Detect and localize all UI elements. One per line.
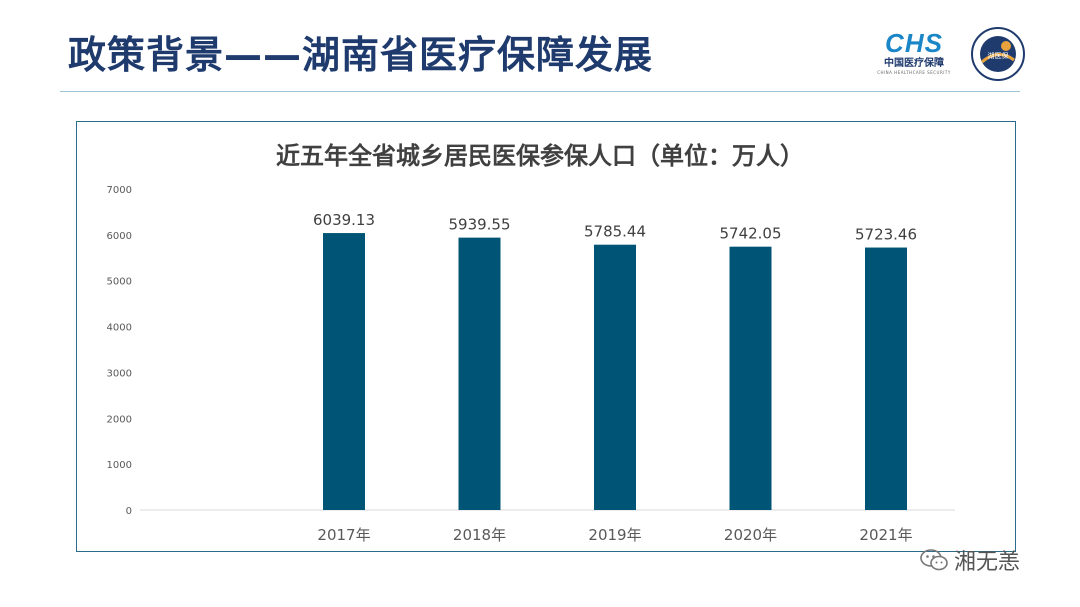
y-tick-label: 2000	[107, 414, 132, 425]
medical-security-seal-logo: 湖医保	[970, 26, 1026, 82]
x-tick-label: 2017年	[317, 526, 370, 544]
y-tick-label: 5000	[107, 277, 132, 288]
x-tick-label: 2019年	[588, 526, 641, 544]
x-tick-label: 2020年	[724, 526, 777, 544]
bar	[458, 237, 501, 510]
page-title: 政策背景——湖南省医疗保障发展	[68, 33, 654, 77]
y-tick-label: 1000	[107, 460, 132, 471]
bar	[729, 246, 772, 511]
y-tick-label: 7000	[107, 185, 132, 196]
chart-frame	[76, 121, 1016, 552]
chs-logo: CHS 中国医疗保障 CHINA HEALTHCARE SECURITY	[877, 28, 951, 75]
wechat-watermark: 湘无恙	[920, 546, 1021, 575]
title-divider	[60, 91, 1020, 92]
data-label: 6039.13	[313, 211, 375, 229]
bar	[865, 247, 907, 510]
data-label: 5742.05	[719, 225, 781, 243]
y-tick-label: 0	[126, 506, 132, 517]
data-label: 5785.44	[584, 223, 646, 241]
bar	[594, 244, 636, 510]
chart-title: 近五年全省城乡居民医保参保人口（单位：万人）	[276, 142, 804, 170]
svg-text:湖医保: 湖医保	[988, 51, 1009, 60]
wechat-icon	[920, 549, 948, 571]
y-tick-label: 4000	[107, 323, 132, 334]
x-tick-label: 2021年	[859, 526, 912, 544]
bar	[323, 233, 365, 511]
watermark-text: 湘无恙	[954, 550, 1021, 575]
y-tick-label: 6000	[107, 231, 132, 242]
data-label: 5939.55	[448, 216, 510, 234]
data-label: 5723.46	[855, 226, 917, 244]
y-tick-label: 3000	[107, 368, 132, 379]
x-tick-label: 2018年	[453, 526, 506, 544]
